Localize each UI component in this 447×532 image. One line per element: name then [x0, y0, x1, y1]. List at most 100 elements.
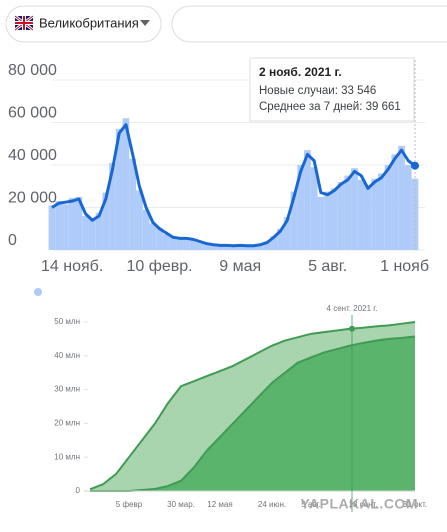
- bar: [149, 223, 157, 250]
- uk-flag: [14, 14, 34, 32]
- bar: [398, 145, 405, 250]
- vaccination-chart: 0 10 млн 20 млн 30 млн 40 млн 50 млн 4 сент. 2…: [54, 302, 427, 512]
- tooltip-line: Среднее за 7 дней: 39 661: [259, 101, 401, 113]
- bar: [136, 190, 143, 250]
- area-edge: [90, 335, 416, 492]
- bar: [378, 173, 385, 250]
- x-tick-label: 14 нояб.: [41, 258, 103, 275]
- y-tick-label: 0: [76, 486, 81, 495]
- bar: [364, 186, 372, 250]
- bar: [297, 165, 305, 250]
- bar: [317, 196, 325, 250]
- bar: [68, 197, 76, 250]
- y-tick-label: 20 000: [8, 190, 57, 207]
- y-tick-label: 0: [8, 232, 17, 249]
- bar: [62, 204, 69, 250]
- dropdown-arrow: [140, 20, 150, 26]
- bar: [351, 168, 358, 250]
- hover-label-bg: [326, 302, 378, 315]
- area: [90, 336, 415, 491]
- bar: [330, 188, 338, 250]
- hover-label: 4 сент. 2021 г.: [327, 304, 378, 313]
- tooltip-date: 2 нояб. 2021 г.: [259, 65, 342, 79]
- bar: [88, 218, 96, 250]
- bar: [344, 175, 352, 250]
- x-tick-label: 5 февр: [116, 500, 143, 509]
- y-tick-label: 40 млн: [54, 351, 80, 360]
- bar: [203, 244, 210, 250]
- bar: [277, 228, 284, 250]
- bar: [411, 178, 419, 250]
- bar: [243, 246, 251, 250]
- bar: [404, 165, 412, 250]
- bar: [310, 167, 318, 250]
- y-tick-label: 40 000: [8, 147, 57, 164]
- x-tick-label: 9 мая: [219, 258, 261, 275]
- x-tick-label: 1 нояб: [380, 258, 429, 275]
- bar: [183, 237, 190, 250]
- country-selector[interactable]: Великобритания: [5, 5, 162, 43]
- bar: [82, 216, 89, 250]
- bar: [209, 245, 217, 250]
- area-edge: [89, 321, 416, 491]
- y-tick-label: 30 млн: [54, 385, 80, 394]
- bar: [48, 205, 56, 250]
- bar: [304, 150, 311, 250]
- bar: [391, 154, 399, 250]
- y-tick-label: 50 млн: [54, 317, 80, 326]
- bar: [156, 227, 163, 250]
- bar: [169, 236, 177, 250]
- bar: [270, 236, 278, 250]
- bar: [357, 179, 365, 250]
- x-tick-label: 5 авг.: [308, 258, 347, 275]
- bar: [216, 245, 224, 250]
- x-tick-label: 5 авг.: [301, 500, 321, 509]
- bar: [109, 162, 116, 250]
- average-line: [51, 123, 416, 248]
- y-tick-label: 60 000: [8, 105, 57, 122]
- x-tick-label: 24 июн.: [258, 500, 286, 509]
- bar: [283, 217, 291, 250]
- bar: [122, 118, 130, 250]
- bar: [236, 244, 244, 250]
- selector-pill[interactable]: [5, 5, 162, 43]
- bar: [223, 244, 231, 250]
- x-tick-label: 30 мар.: [167, 500, 195, 509]
- tooltip-box: [249, 57, 415, 122]
- bar: [115, 128, 123, 250]
- y-tick-label: 10 млн: [54, 452, 80, 461]
- bar: [196, 242, 204, 250]
- bar: [95, 212, 103, 250]
- bar: [337, 182, 345, 250]
- y-tick-label: 80 000: [8, 62, 57, 79]
- second-selector[interactable]: [171, 5, 447, 43]
- x-tick-label: 12 мая: [207, 500, 232, 509]
- bar: [250, 245, 258, 250]
- bar: [75, 196, 83, 250]
- bar: [55, 201, 63, 250]
- x-tick-label: 10 февр.: [126, 258, 192, 275]
- hover-dot: [411, 161, 419, 170]
- legend-dot: [34, 288, 42, 296]
- y-tick-label: 20 млн: [54, 419, 80, 428]
- bar: [162, 234, 170, 250]
- country-name: Великобритания: [39, 15, 139, 30]
- bar: [324, 191, 331, 250]
- bar: [102, 192, 110, 250]
- cases-chart: 0 20 000 40 000 60 000 80 000 14 нояб. 10 февр…: [8, 60, 429, 275]
- bar: [189, 240, 197, 250]
- bar: [129, 158, 137, 250]
- bar: [176, 239, 184, 250]
- tooltip-line: Новые случаи: 33 546: [259, 85, 376, 97]
- bar: [371, 178, 379, 250]
- bar: [384, 165, 392, 250]
- x-tick-label: 31 окт.: [403, 500, 427, 509]
- bar: [263, 241, 271, 250]
- watermark: YAPLAKAL.COM: [301, 496, 419, 512]
- bar: [142, 209, 150, 250]
- x-tick-label: 18 сент.: [349, 500, 378, 509]
- tooltip: 2 нояб. 2021 г. Новые случаи: 33 546 Сре…: [249, 57, 415, 122]
- hover-dot: [349, 325, 355, 332]
